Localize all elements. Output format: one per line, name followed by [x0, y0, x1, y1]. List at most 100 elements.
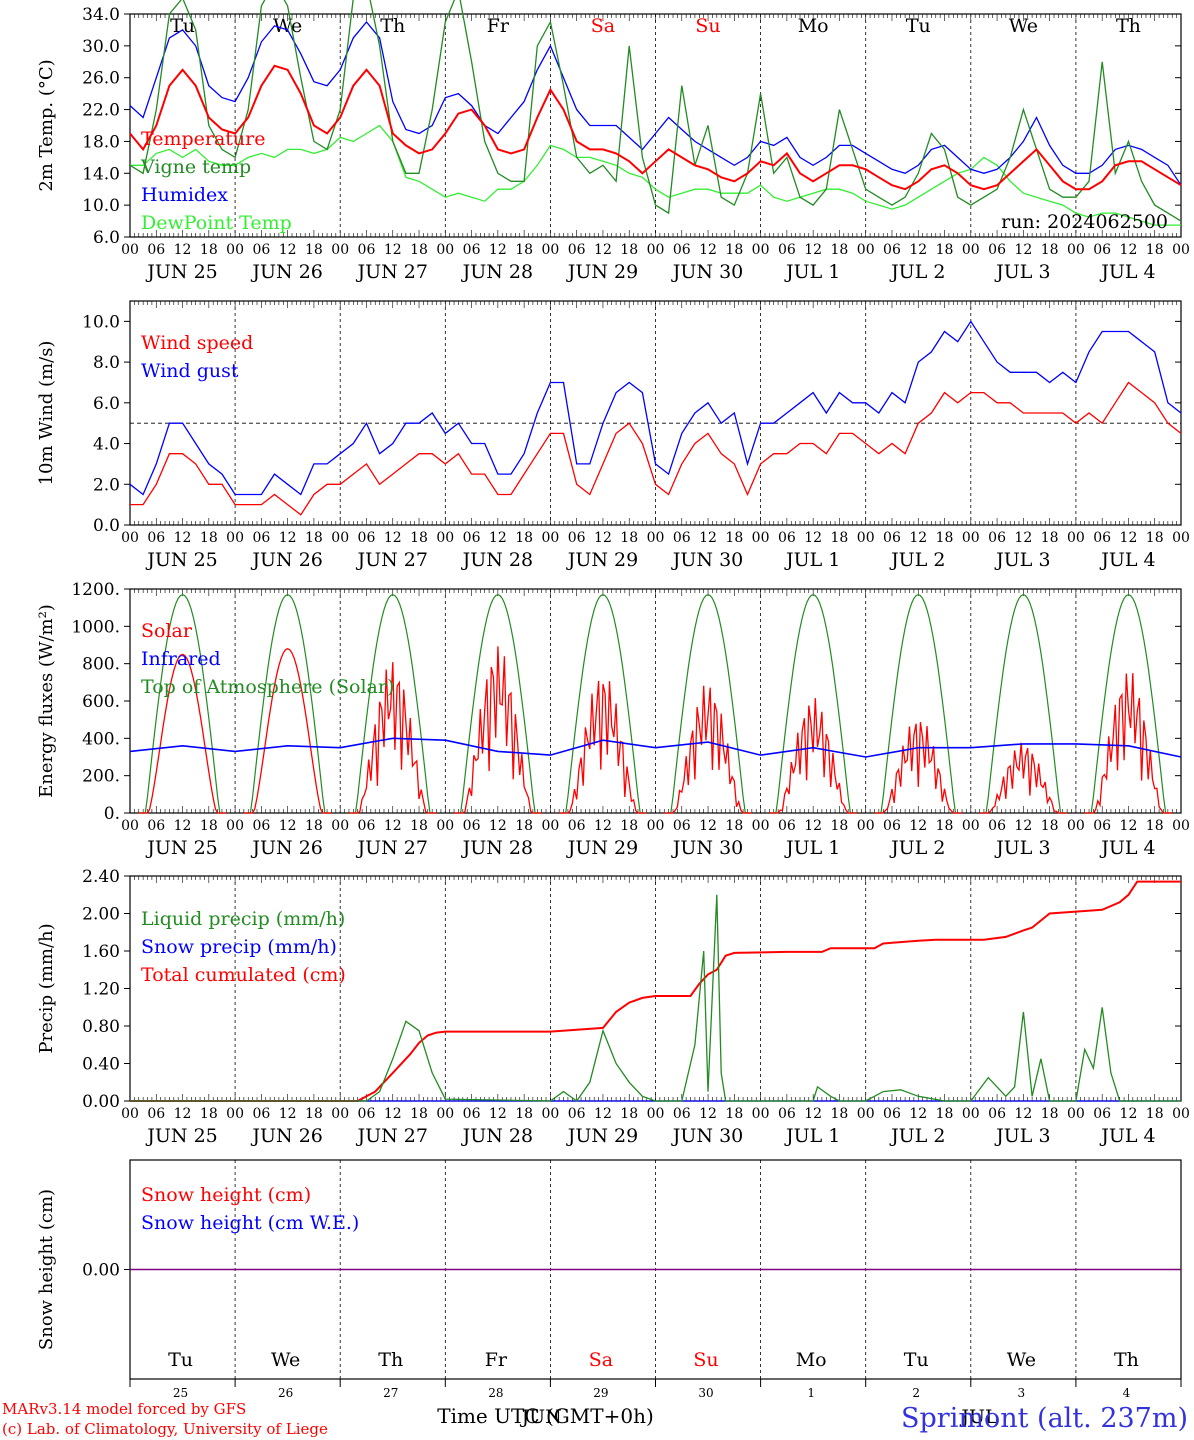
solar-line — [874, 722, 962, 814]
hour-label: 18 — [620, 242, 638, 258]
hour-label: 18 — [200, 242, 218, 258]
day-label: Su — [695, 15, 720, 37]
hour-label: 00 — [752, 530, 770, 546]
date-label: JUN 30 — [671, 549, 743, 571]
hour-label: 00 — [1067, 242, 1085, 258]
date-label: JUN 28 — [461, 837, 533, 859]
hour-label: 18 — [410, 530, 428, 546]
toa-solar-line — [874, 593, 962, 814]
date-label: JUN 30 — [671, 261, 743, 283]
date-label: JUL 2 — [889, 261, 945, 283]
bottom-day-number: 4 — [1123, 1386, 1131, 1400]
hour-label: 18 — [725, 818, 743, 834]
hour-label: 00 — [647, 242, 665, 258]
bottom-day-label: We — [1007, 1349, 1036, 1371]
hour-label: 12 — [384, 530, 402, 546]
hour-label: 00 — [541, 818, 559, 834]
bottom-day-label: Th — [378, 1349, 403, 1371]
hour-label: 12 — [909, 1106, 927, 1122]
hour-label: 00 — [962, 1106, 980, 1122]
hour-label: 18 — [515, 1106, 533, 1122]
hour-label: 00 — [541, 530, 559, 546]
date-label: JUL 1 — [784, 1125, 840, 1147]
hour-label: 06 — [568, 1106, 586, 1122]
hour-label: 06 — [988, 242, 1006, 258]
legend-entry: Snow height (cm W.E.) — [141, 1212, 359, 1234]
bottom-day-number: 2 — [912, 1386, 920, 1400]
panel-temp: 00 06 12 18 00 06 12 18 00 06 12 18 00 06 12 18 00 06 12 18… — [121, 13, 1190, 283]
bottom-day-label: Su — [693, 1349, 718, 1371]
legend-entry: Liquid precip (mm/h) — [141, 908, 345, 930]
wind-gust-line — [129, 320, 1182, 496]
day-label: Sa — [591, 15, 615, 37]
hour-label: 12 — [489, 1106, 507, 1122]
y-axis-snow: 0.00 Snow height (cm) — [36, 1189, 1181, 1350]
hour-label: 00 — [647, 530, 665, 546]
legend-entry: Vigne temp — [140, 156, 251, 178]
legend-entry: DewPoint Temp — [141, 212, 292, 234]
date-label: JUN 27 — [356, 549, 428, 571]
hour-label: 12 — [1120, 818, 1138, 834]
date-label: JUN 26 — [250, 549, 322, 571]
y-axis-label: Precip (mm/h) — [36, 923, 57, 1053]
hour-label: 18 — [200, 530, 218, 546]
date-label: JUL 2 — [889, 837, 945, 859]
hour-label: 12 — [594, 530, 612, 546]
legend-entry: Snow height (cm) — [141, 1184, 311, 1206]
toa-solar-line — [243, 593, 332, 814]
toa-solar-line — [138, 593, 227, 814]
date-label: JUL 2 — [889, 549, 945, 571]
hour-label: 12 — [279, 818, 297, 834]
wind-speed-line — [130, 381, 1182, 516]
hour-label: 00 — [752, 1106, 770, 1122]
hour-label: 06 — [463, 242, 481, 258]
bottom-day-number: 3 — [1018, 1386, 1026, 1400]
bottom-day-label: Sa — [589, 1349, 613, 1371]
solar-line — [664, 685, 752, 814]
day-label: Mo — [798, 15, 829, 37]
toa-solar-line — [454, 593, 542, 814]
hour-label: 00 — [857, 1106, 875, 1122]
date-label: JUN 25 — [145, 261, 217, 283]
legend-entry: Infrared — [141, 648, 221, 670]
month-label: JUN — [520, 1406, 562, 1428]
hour-label: 06 — [252, 1106, 270, 1122]
y-tick-label: 6.0 — [93, 228, 120, 248]
bottom-day-number: 25 — [173, 1386, 188, 1400]
total-cumulated-cm-line — [130, 880, 1181, 1102]
hour-label: 06 — [1093, 818, 1111, 834]
hour-label: 00 — [121, 1106, 139, 1122]
y-axis-energy: 0. 200. 400. 600. 800. 1000. 1200. Energy fluxe… — [36, 580, 1181, 824]
date-label: JUN 29 — [566, 261, 638, 283]
hour-label: 12 — [174, 530, 192, 546]
hour-label: 18 — [620, 818, 638, 834]
y-tick-label: 18.0 — [82, 132, 120, 152]
panel-frame — [129, 588, 1182, 814]
hour-label: 06 — [988, 818, 1006, 834]
date-label: JUL 4 — [1099, 261, 1155, 283]
hour-label: 18 — [936, 1106, 954, 1122]
hour-label: 06 — [1093, 530, 1111, 546]
hour-label: 06 — [568, 818, 586, 834]
hour-label: 06 — [147, 242, 165, 258]
hour-label: 12 — [279, 530, 297, 546]
hour-label: 00 — [647, 1106, 665, 1122]
hour-label: 06 — [463, 818, 481, 834]
month-label: JUL — [959, 1406, 998, 1428]
hour-label: 12 — [804, 242, 822, 258]
y-tick-label: 0.80 — [82, 1017, 120, 1037]
panel-wind: 00 06 12 18 00 06 12 18 00 06 12 18 00 06 12 18 00 06 12 18… — [121, 300, 1190, 571]
y-tick-label: 14.0 — [82, 164, 120, 184]
y-tick-label: 22.0 — [82, 101, 120, 121]
date-label: JUN 30 — [671, 837, 743, 859]
hour-label: 12 — [279, 1106, 297, 1122]
date-label: JUL 4 — [1099, 837, 1155, 859]
day-label: We — [273, 15, 302, 37]
day-label: Th — [380, 15, 405, 37]
hour-label: 06 — [673, 242, 691, 258]
date-label: JUL 1 — [784, 261, 840, 283]
y-tick-label: 8.0 — [93, 353, 120, 373]
hour-label: 00 — [1067, 818, 1085, 834]
hour-label: 06 — [778, 530, 796, 546]
y-tick-label: 2.0 — [93, 475, 120, 495]
